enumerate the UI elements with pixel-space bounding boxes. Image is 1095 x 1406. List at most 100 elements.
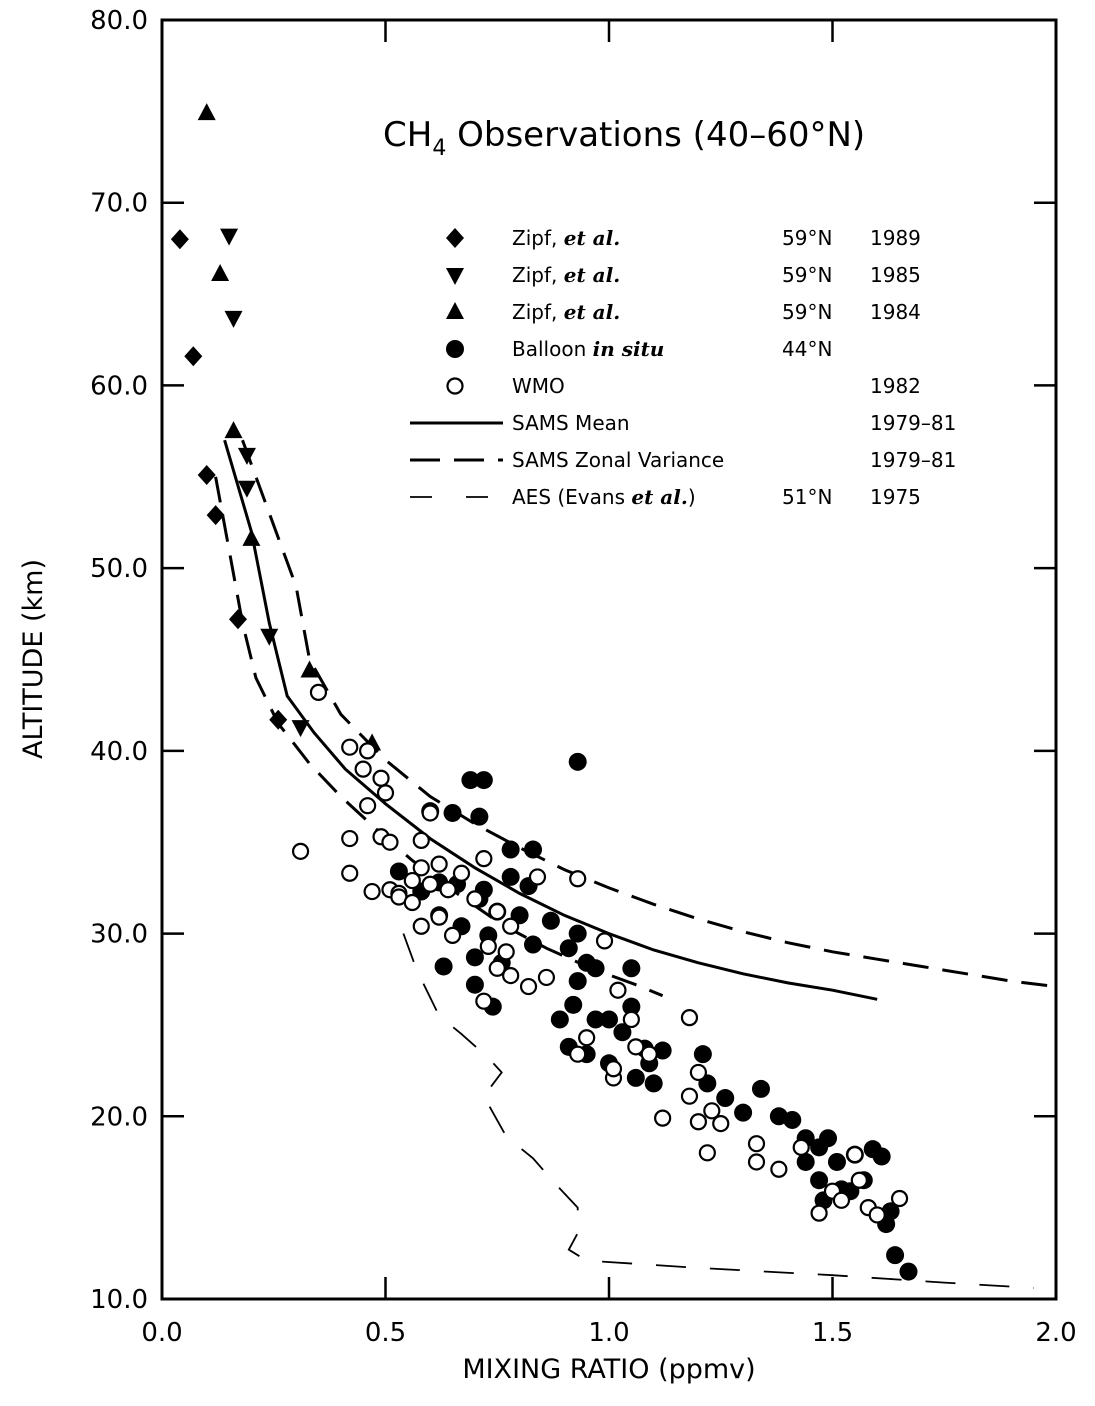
point-triangle-down xyxy=(237,480,256,498)
point-filled-circle xyxy=(568,972,587,991)
y-tick-labels: 10.0 20.0 30.0 40.0 50.0 60.0 70.0 80.0 xyxy=(90,6,148,1315)
point-filled-circle xyxy=(622,959,641,978)
point-open-circle xyxy=(412,859,430,877)
legend-latitude: 59°N xyxy=(782,300,832,324)
legend-year: 1979–81 xyxy=(870,411,956,435)
y-tick-label: 20.0 xyxy=(90,1102,148,1132)
legend-label: WMO xyxy=(512,374,565,398)
point-open-circle xyxy=(439,881,457,899)
point-triangle-up xyxy=(197,103,216,121)
legend-year: 1982 xyxy=(870,374,921,398)
point-open-circle xyxy=(569,870,587,888)
point-open-circle xyxy=(747,1153,766,1171)
y-tick-label: 60.0 xyxy=(90,371,148,401)
point-filled-circle xyxy=(626,1068,645,1087)
point-filled-circle xyxy=(886,1246,905,1265)
point-triangle-up xyxy=(211,263,230,281)
legend-label: AES (Evans et al.) xyxy=(512,485,696,509)
point-filled-circle xyxy=(586,1010,605,1029)
legend-label: Zipf, et al. xyxy=(512,263,620,287)
chart-title-main: CH xyxy=(383,115,432,155)
point-open-circle xyxy=(359,742,377,760)
point-filled-circle xyxy=(734,1103,753,1122)
legend-label: Zipf, et al. xyxy=(512,226,620,250)
legend-item: Zipf, et al. 59°N 1985 xyxy=(446,263,921,287)
point-open-circle xyxy=(497,943,515,961)
point-open-circle xyxy=(452,864,471,882)
point-open-circle xyxy=(792,1138,810,1156)
point-open-circle xyxy=(850,1171,868,1189)
point-open-circle xyxy=(689,1063,708,1082)
point-triangle-down xyxy=(237,447,256,465)
x-tick-label: 0.0 xyxy=(141,1318,182,1348)
point-filled-circle xyxy=(827,1152,846,1171)
point-filled-circle xyxy=(622,997,641,1016)
point-open-circle xyxy=(622,1010,640,1029)
point-open-circle xyxy=(770,1160,788,1178)
point-open-circle xyxy=(341,738,359,756)
point-filled-circle xyxy=(568,752,587,771)
point-open-circle xyxy=(810,1204,828,1222)
legend-year: 1979–81 xyxy=(870,448,956,472)
point-diamond xyxy=(269,709,288,730)
point-open-circle xyxy=(363,882,381,901)
point-open-circle xyxy=(488,959,506,977)
x-tick-label: 0.5 xyxy=(365,1318,406,1348)
point-open-circle xyxy=(291,842,310,860)
point-filled-circle xyxy=(564,995,583,1014)
axis-ticks xyxy=(162,20,1056,1299)
point-filled-circle xyxy=(872,1147,891,1166)
y-axis-title: ALTITUDE (km) xyxy=(18,559,49,759)
point-open-circle xyxy=(712,1114,730,1133)
y-tick-label: 30.0 xyxy=(90,920,148,950)
legend-item: SAMS Zonal Variance 1979–81 xyxy=(410,448,956,472)
x-tick-labels: 0.0 0.5 1.0 1.5 2.0 xyxy=(141,1318,1076,1348)
legend-item: Zipf, et al. 59°N 1989 xyxy=(446,226,921,250)
point-triangle-down xyxy=(260,628,279,646)
point-open-circle xyxy=(475,850,493,868)
legend-label: SAMS Mean xyxy=(512,411,630,435)
point-open-circle xyxy=(832,1191,851,1209)
point-open-circle xyxy=(341,829,359,848)
y-tick-label: 10.0 xyxy=(90,1285,148,1315)
point-open-circle xyxy=(595,932,614,950)
point-filled-circle xyxy=(559,939,578,958)
legend-item: AES (Evans et al.) 51°N 1975 xyxy=(410,485,921,509)
point-filled-circle xyxy=(461,771,480,790)
point-open-circle xyxy=(403,871,421,890)
y-tick-label: 40.0 xyxy=(90,737,148,767)
point-filled-circle xyxy=(600,1010,618,1029)
point-filled-circle xyxy=(541,911,560,930)
legend-year: 1975 xyxy=(870,485,921,509)
chart-title-rest: Observations (40–60°N) xyxy=(446,115,865,155)
point-open-circle xyxy=(475,992,493,1010)
y-tick-label: 50.0 xyxy=(90,554,148,584)
legend-year: 1984 xyxy=(870,300,921,324)
line-sams-zonal-variance-upper xyxy=(241,439,1057,989)
point-triangle-down xyxy=(224,310,243,328)
point-open-circle xyxy=(479,937,497,955)
legend-label: Balloon in situ xyxy=(512,337,664,361)
point-open-circle xyxy=(654,1109,672,1127)
point-filled-circle xyxy=(434,957,453,976)
point-open-circle xyxy=(403,893,421,912)
legend-diamond-icon xyxy=(446,228,464,248)
point-open-circle xyxy=(359,797,377,815)
legend-latitude: 59°N xyxy=(782,226,832,250)
point-triangle-down xyxy=(291,720,310,738)
legend-filled-circle-icon xyxy=(446,340,464,358)
point-open-circle xyxy=(412,917,430,935)
x-tick-label: 1.0 xyxy=(588,1318,629,1348)
point-filled-circle xyxy=(796,1152,815,1171)
point-open-circle xyxy=(430,908,448,926)
point-open-circle xyxy=(421,875,439,893)
legend-year: 1985 xyxy=(870,263,921,287)
plot-frame xyxy=(160,18,1058,1301)
x-tick-label: 2.0 xyxy=(1035,1318,1076,1348)
point-open-circle xyxy=(421,804,439,822)
legend-label: SAMS Zonal Variance xyxy=(512,448,724,472)
point-open-circle xyxy=(747,1135,766,1153)
point-diamond xyxy=(197,464,216,485)
point-triangle-up xyxy=(224,421,243,439)
